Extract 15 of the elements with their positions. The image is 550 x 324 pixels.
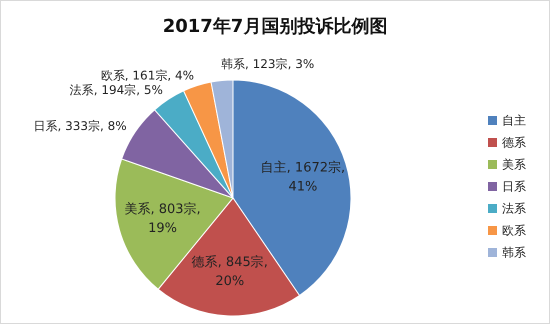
legend-label: 美系 — [502, 157, 526, 172]
data-label: 韩系, 123宗, 3% — [221, 56, 314, 71]
legend-label: 法系 — [502, 201, 526, 216]
data-label: 法系, 194宗, 5% — [70, 83, 163, 98]
legend-label: 欧系 — [502, 223, 526, 238]
data-label: 美系, 803宗, 19% — [124, 200, 201, 236]
data-label: 欧系, 161宗, 4% — [100, 68, 194, 82]
legend-label: 韩系 — [502, 245, 526, 260]
chart-title: 2017年7月国别投诉比例图 — [162, 16, 388, 37]
legend-label: 德系 — [502, 135, 526, 150]
data-label: 自主, 1672宗, 41% — [260, 158, 346, 194]
data-label: 日系, 333宗, 8% — [33, 119, 127, 134]
data-label: 德系, 845宗, 20% — [192, 254, 268, 289]
legend-label: 自主 — [502, 113, 526, 128]
legend-label: 日系 — [502, 179, 526, 194]
